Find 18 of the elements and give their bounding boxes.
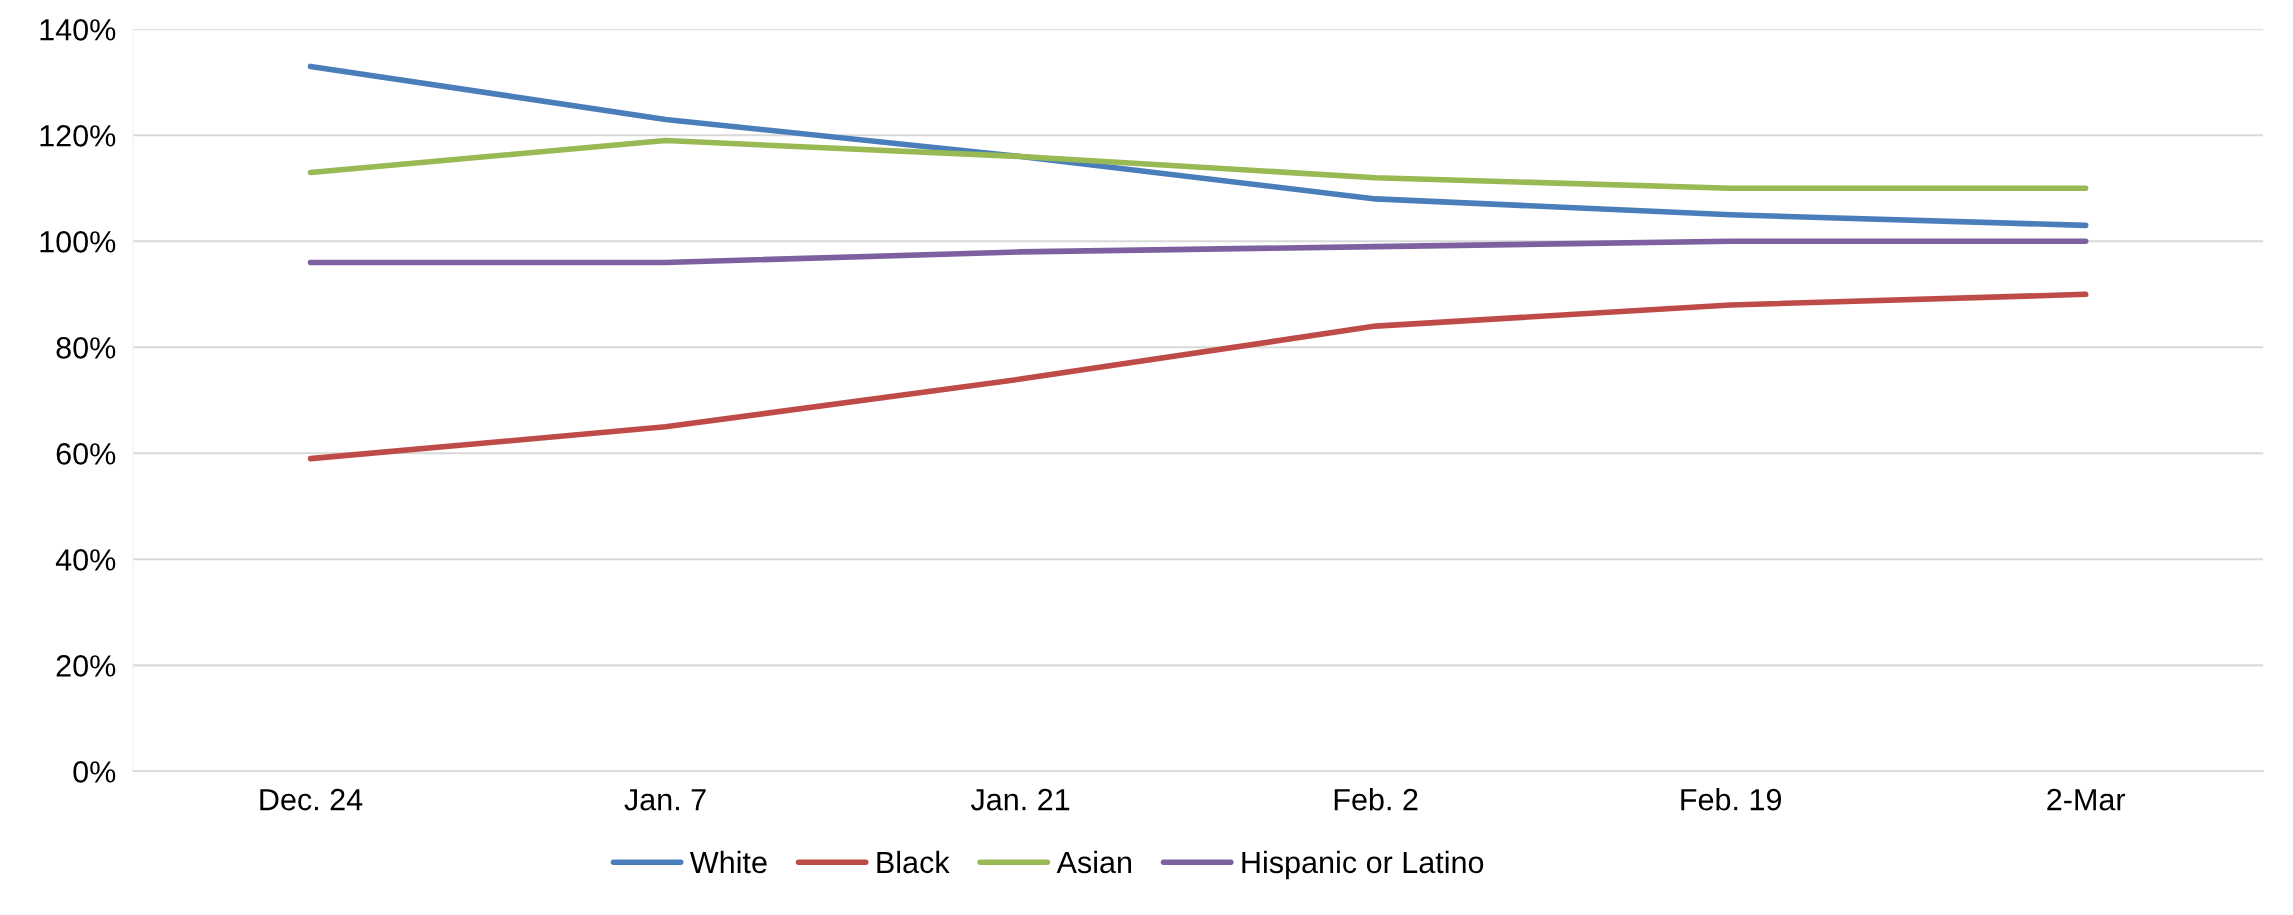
y-tick-label: 60% [56, 443, 116, 465]
y-tick-label: 40% [55, 549, 116, 571]
x-tick-label: Feb. 19 [1681, 788, 1782, 811]
legend-label: Black [877, 850, 950, 874]
legend-label: Hispanic or Latino [1242, 850, 1484, 880]
legend-label: Asian [1056, 850, 1132, 874]
legend-label: White [689, 850, 767, 874]
y-tick-label: 140% [40, 19, 116, 41]
x-tick-label: Feb. 2 [1334, 788, 1418, 811]
y-tick-label: 120% [40, 125, 116, 147]
y-tick-label: 20% [56, 655, 116, 677]
y-tick-label: 0% [73, 761, 116, 783]
y-tick-label: 80% [56, 337, 116, 359]
x-tick-label: Jan. 21 [970, 788, 1070, 811]
x-tick-label: 2-Mar [2047, 788, 2126, 811]
y-tick-label: 100% [40, 231, 116, 253]
x-tick-label: Dec. 24 [260, 788, 363, 811]
x-tick-label: Jan. 7 [624, 789, 706, 811]
